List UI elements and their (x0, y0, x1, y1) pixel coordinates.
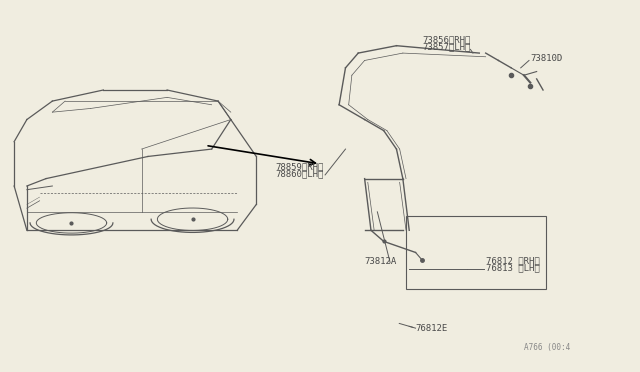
Text: 78859〈RH〉: 78859〈RH〉 (275, 162, 324, 171)
Text: 78860〈LH〉: 78860〈LH〉 (275, 170, 324, 179)
Text: 76812 〈RH〉: 76812 〈RH〉 (486, 256, 540, 265)
Text: 73857〈LH〉: 73857〈LH〉 (422, 42, 470, 51)
Text: A766 (00:4: A766 (00:4 (524, 343, 570, 352)
Text: 76812E: 76812E (415, 324, 448, 333)
Text: 73812A: 73812A (365, 257, 397, 266)
Text: 73810D: 73810D (531, 54, 563, 63)
Text: 73856〈RH〉: 73856〈RH〉 (422, 35, 470, 44)
Text: 76813 〈LH〉: 76813 〈LH〉 (486, 264, 540, 273)
